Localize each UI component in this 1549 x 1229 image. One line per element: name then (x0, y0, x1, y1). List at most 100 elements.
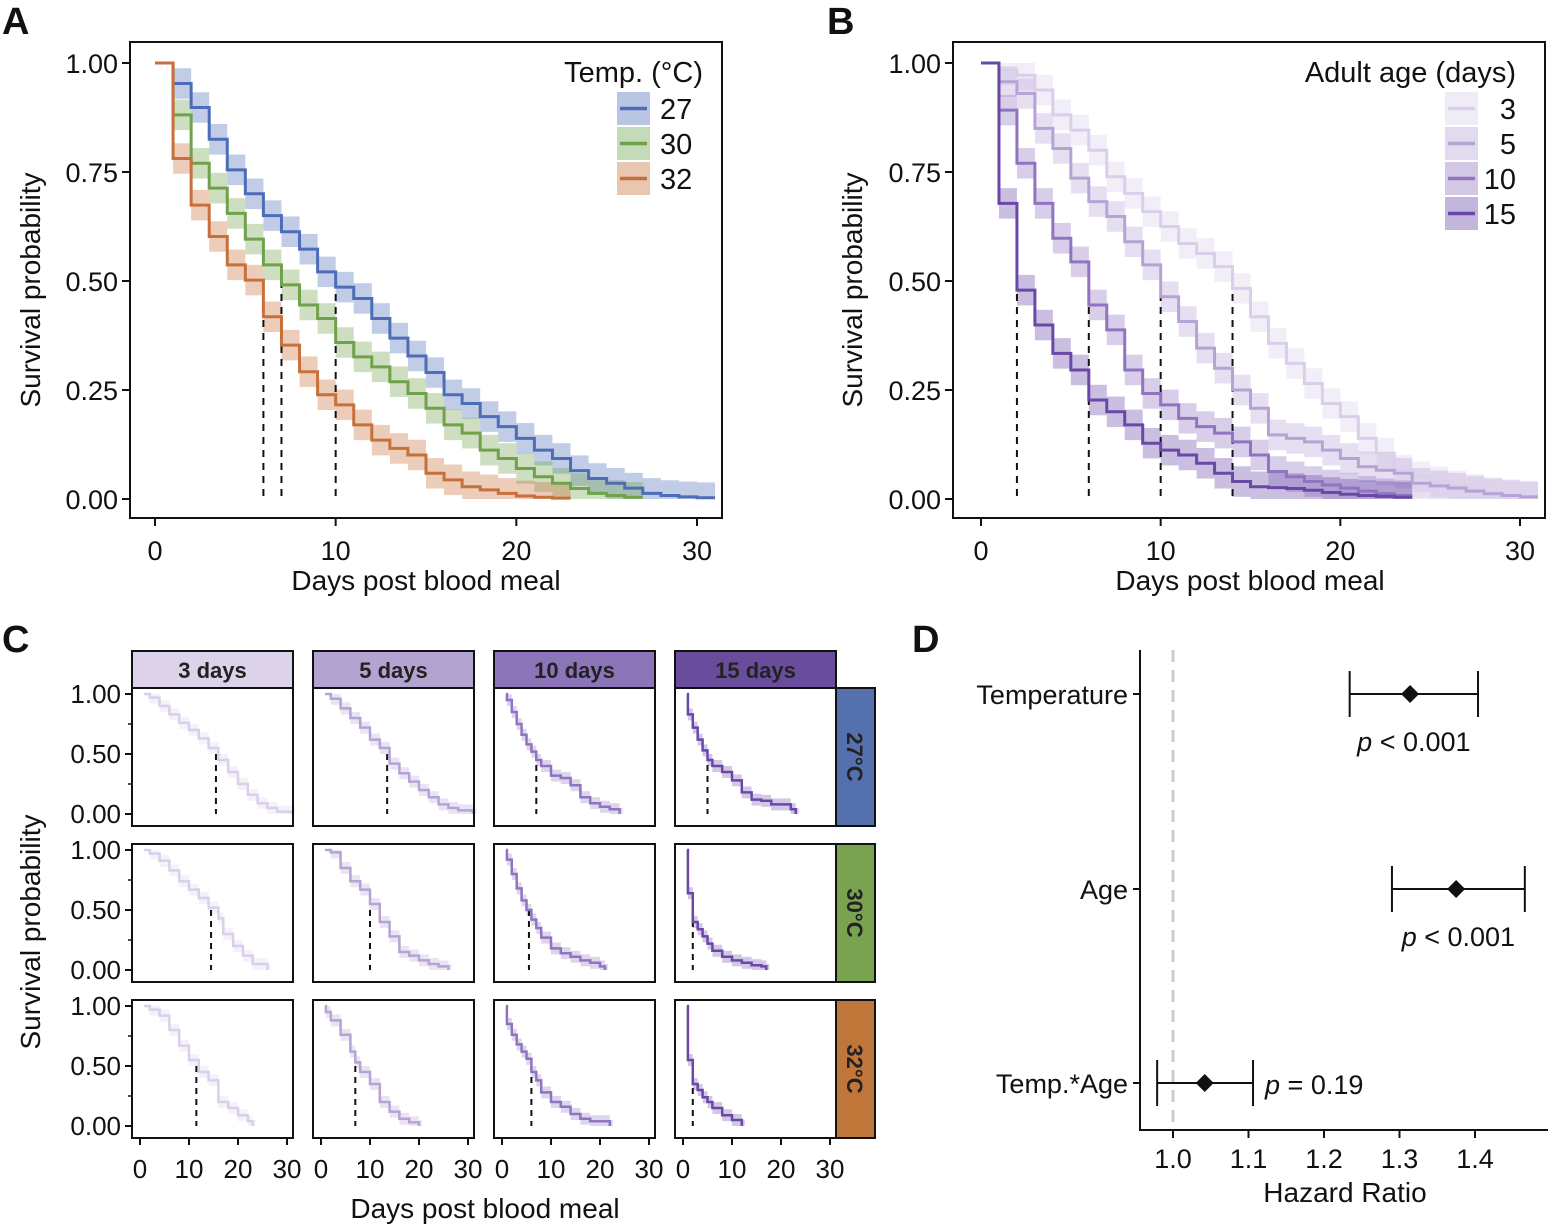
x-tick-label: 10 (537, 1154, 566, 1184)
legend-label-10: 10 (1484, 164, 1516, 196)
x-tick-label: 30 (273, 1154, 302, 1184)
y-tick-label: 0.75 (888, 158, 941, 188)
facet-strip-label: 27°C (842, 732, 867, 781)
x-tick-label: 0 (973, 536, 988, 566)
panel-a-frame (129, 41, 723, 519)
ci-band-step (1484, 478, 1503, 499)
y-tick-label: 0.50 (70, 1051, 121, 1081)
legend-label-30: 30 (660, 129, 692, 161)
ci-band-step (448, 964, 452, 970)
ci-band-step (267, 964, 271, 970)
facet-frame (312, 843, 475, 983)
y-tick-label: 0.25 (65, 376, 118, 406)
facet-strip-15-days (674, 650, 837, 689)
survival-curve-27 (155, 61, 716, 500)
ci-band-step (534, 481, 553, 499)
x-tick-label: 0 (133, 1154, 147, 1184)
y-tick-label: 0.75 (65, 158, 118, 188)
survival-curve (686, 1004, 744, 1126)
facet-32°C-10-days (493, 999, 656, 1139)
ci-band-step (697, 482, 716, 499)
x-tick-label: 0 (314, 1154, 328, 1184)
panel-c-faceted-survival: 3 days 0 10 20 30 5 days 0 10 20 30 10 days 0 10 20 30… (15, 650, 876, 1224)
ci-band-step (516, 480, 535, 499)
x-tick-label: 10 (175, 1154, 204, 1184)
facet-strip-label: 15 days (715, 658, 796, 683)
survival-curve (144, 1004, 254, 1126)
facet-strip-label: 10 days (534, 658, 615, 683)
facet-frame (674, 843, 837, 983)
survival-curve (505, 1004, 612, 1126)
term-label: Age (1080, 875, 1128, 905)
p-value: = 0.19 (1280, 1070, 1363, 1100)
survival-curve (505, 848, 607, 970)
ci-band-step (462, 471, 481, 499)
ci-band-step (330, 850, 341, 859)
legend-label-27: 27 (660, 94, 692, 126)
ci-band-step (604, 964, 608, 970)
ci-band-step (277, 805, 292, 814)
x-tick-label: 1.2 (1305, 1144, 1343, 1174)
y-tick-label: 0.00 (888, 485, 941, 515)
panel-b-survival-by-age: 0.00 0.25 0.50 0.75 1.00 0 10 20 30 Days post bl… (837, 41, 1546, 596)
x-tick-label: 0 (147, 536, 162, 566)
panel-b-frame (952, 41, 1546, 519)
facet-27°C-3-days (131, 687, 295, 827)
y-tick-label: 0.25 (888, 376, 941, 406)
survival-curve (324, 1004, 421, 1126)
x-tick-label: 20 (501, 536, 531, 566)
ci-band-step (480, 474, 499, 499)
survival-curve (325, 848, 450, 970)
ci-band-step (1268, 472, 1287, 499)
ci-band-step (609, 1120, 613, 1126)
ci-band-step (619, 808, 623, 814)
y-tick-label: 0.00 (70, 799, 121, 829)
panel-d-x-axis-title: Hazard Ratio (1263, 1177, 1426, 1208)
hazard-ratio-point (1447, 880, 1466, 898)
y-tick-label: 1.00 (70, 991, 121, 1021)
ci-band-step (624, 472, 643, 499)
facet-30°C-15-days (674, 843, 837, 983)
ci-band-step (252, 1120, 256, 1126)
y-tick-label: 1.00 (888, 49, 941, 79)
panel-letter-b: B (827, 1, 854, 43)
ci-band-step (419, 1120, 422, 1126)
legend-label-3: 3 (1500, 94, 1516, 126)
p-symbol: p (1356, 727, 1372, 757)
panel-c-x-axis-title: Days post blood meal (350, 1193, 619, 1224)
survival-curve (686, 848, 768, 970)
panel-a-y-axis-title: Survival probability (15, 173, 46, 408)
x-tick-label: 30 (1505, 536, 1535, 566)
facet-strip-10-days (493, 650, 656, 689)
facet-strip-5-days (312, 650, 475, 689)
facet-30°C-10-days (493, 843, 656, 983)
ci-band-step (1016, 63, 1035, 91)
y-tick-label: 0.00 (70, 955, 121, 985)
p-value-label: p < 0.001 (1401, 922, 1515, 952)
x-tick-label: 0 (495, 1154, 509, 1184)
panel-d-forest-plot: 1.0 1.1 1.2 1.3 1.4 Temperature p < 0.001 Age p … (976, 650, 1548, 1208)
ci-band-step (1322, 477, 1341, 499)
ci-band-step (1466, 474, 1485, 499)
facet-frame (312, 999, 475, 1139)
x-tick-label: 1.0 (1154, 1144, 1192, 1174)
survival-curve (686, 692, 797, 814)
ci-band-step (1340, 472, 1359, 499)
y-tick-label: 0.50 (70, 739, 121, 769)
facet-32°C-3-days (131, 999, 294, 1139)
facet-27°C-10-days (493, 687, 656, 827)
facet-32°C-15-days (674, 999, 837, 1139)
term-label: Temperature (976, 680, 1128, 710)
survival-curve-15 (981, 61, 1413, 499)
y-tick-label: 1.00 (70, 679, 121, 709)
x-tick-label: 30 (454, 1154, 483, 1184)
ci-band-step (624, 481, 643, 499)
y-tick-label: 1.00 (70, 835, 121, 865)
p-value-label: p = 0.19 (1264, 1070, 1363, 1100)
x-tick-label: 20 (405, 1154, 434, 1184)
ci-band-step (741, 1120, 745, 1126)
facet-strip-label: 32°C (842, 1044, 867, 1093)
ci-band-step (1520, 481, 1538, 499)
facet-30°C-3-days (131, 843, 294, 983)
